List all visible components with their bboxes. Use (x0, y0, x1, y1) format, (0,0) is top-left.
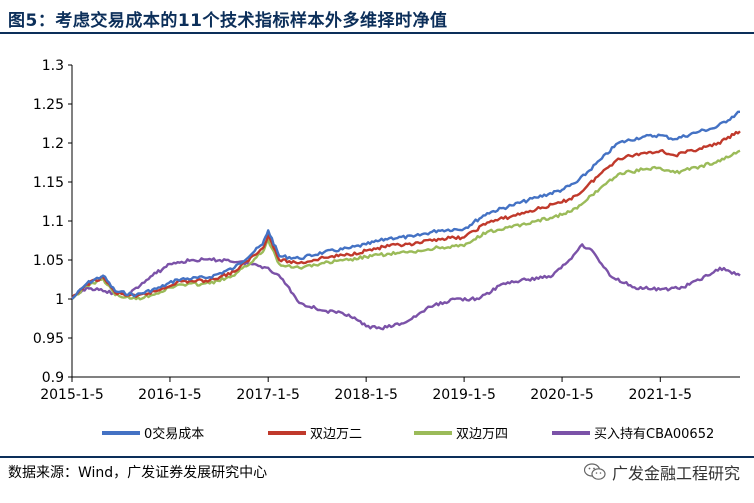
chart-axes: 0.9 0.95 1 1.05 1.1 1.15 1.2 1.25 1.3 2015-1-5 201… (33, 58, 740, 403)
y-tick-label: 0.9 (42, 370, 64, 386)
chart-series (70, 110, 741, 331)
figure-title: 图5：考虑交易成本的11个技术指标样本外多维择时净值 (8, 11, 448, 31)
y-tick-label: 0.95 (33, 331, 64, 347)
x-tick-label: 2017-1-5 (236, 387, 300, 403)
legend-label: 双边万二 (310, 427, 362, 442)
y-tick-label: 1.1 (42, 214, 64, 230)
title-divider (0, 32, 754, 34)
series-line-3 (71, 243, 741, 331)
data-source: 数据来源：Wind，广发证券发展研究中心 (8, 465, 268, 481)
x-tick-label: 2021-1-5 (629, 387, 693, 403)
x-tick-label: 2016-1-5 (138, 387, 202, 403)
y-tick-label: 1.3 (42, 58, 64, 74)
wechat-icon (583, 463, 606, 480)
y-tick-label: 1.05 (33, 253, 64, 269)
chart-legend: 0交易成本 双边万二 双边万四 买入持有CBA00652 (102, 426, 714, 442)
footer-divider (0, 456, 754, 458)
y-tick-label: 1.2 (42, 136, 64, 152)
x-tick-label: 2018-1-5 (334, 387, 398, 403)
x-tick-label: 2019-1-5 (432, 387, 496, 403)
brand-name: 广发金融工程研究 (611, 464, 740, 483)
y-tick-label: 1.15 (33, 175, 64, 191)
y-tick-label: 1 (55, 292, 64, 308)
y-tick-label: 1.25 (33, 97, 64, 113)
x-tick-label: 2020-1-5 (530, 387, 594, 403)
brand-watermark: 广发金融工程研究 (583, 460, 740, 484)
series-line-0 (71, 110, 740, 300)
line-chart: 0.9 0.95 1 1.05 1.1 1.15 1.2 1.25 1.3 2015-1-5 201… (33, 58, 741, 442)
figure-header: 图5：考虑交易成本的11个技术指标样本外多维择时净值 (0, 0, 754, 34)
series-line-1 (70, 130, 741, 300)
series-line-2 (71, 149, 741, 301)
x-tick-label: 2015-1-5 (40, 387, 104, 403)
legend-label: 买入持有CBA00652 (594, 427, 714, 442)
legend-label: 0交易成本 (144, 426, 204, 442)
legend-label: 双边万四 (456, 427, 508, 442)
